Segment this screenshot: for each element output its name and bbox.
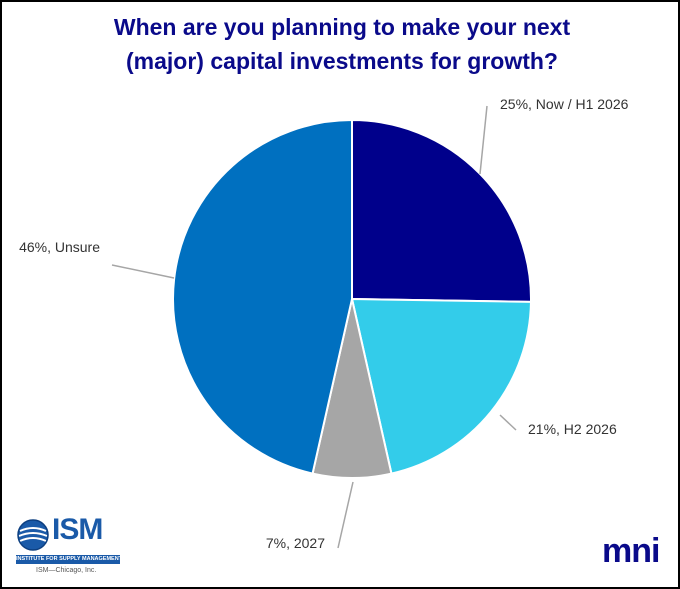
mni-logo: mni xyxy=(602,532,660,570)
leader-line-3 xyxy=(111,264,175,279)
chart-title: When are you planning to make your next … xyxy=(22,10,662,78)
pie-slice-0 xyxy=(351,118,532,303)
ism-logo: ISM INSTITUTE FOR SUPPLY MANAGEMENT ISM—… xyxy=(16,513,126,587)
slice-label-2: 7%, 2027 xyxy=(266,535,325,551)
ism-wordmark: ISM xyxy=(52,513,103,546)
ism-chicago-caption: ISM—Chicago, Inc. xyxy=(36,567,97,574)
leader-line-1 xyxy=(499,414,517,431)
slice-labels: 25%, Now / H1 2026 21%, H2 2026 7%, 2027 46… xyxy=(19,96,629,551)
leader-line-0 xyxy=(479,105,488,175)
slice-label-3: 46%, Unsure xyxy=(19,239,100,255)
slice-label-1: 21%, H2 2026 xyxy=(528,421,617,437)
ism-globe-icon xyxy=(17,519,49,551)
pie-slice-1 xyxy=(350,297,532,475)
leader-lines xyxy=(111,105,517,549)
ism-tagline: INSTITUTE FOR SUPPLY MANAGEMENT xyxy=(16,555,120,564)
chart-title-line-2: (major) capital investments for growth? xyxy=(126,48,558,74)
slice-label-0: 25%, Now / H1 2026 xyxy=(500,96,629,112)
pie-slices xyxy=(172,118,532,479)
chart-title-line-1: When are you planning to make your next xyxy=(113,14,571,40)
leader-line-2 xyxy=(337,481,354,549)
pie-slice-3 xyxy=(172,118,353,475)
